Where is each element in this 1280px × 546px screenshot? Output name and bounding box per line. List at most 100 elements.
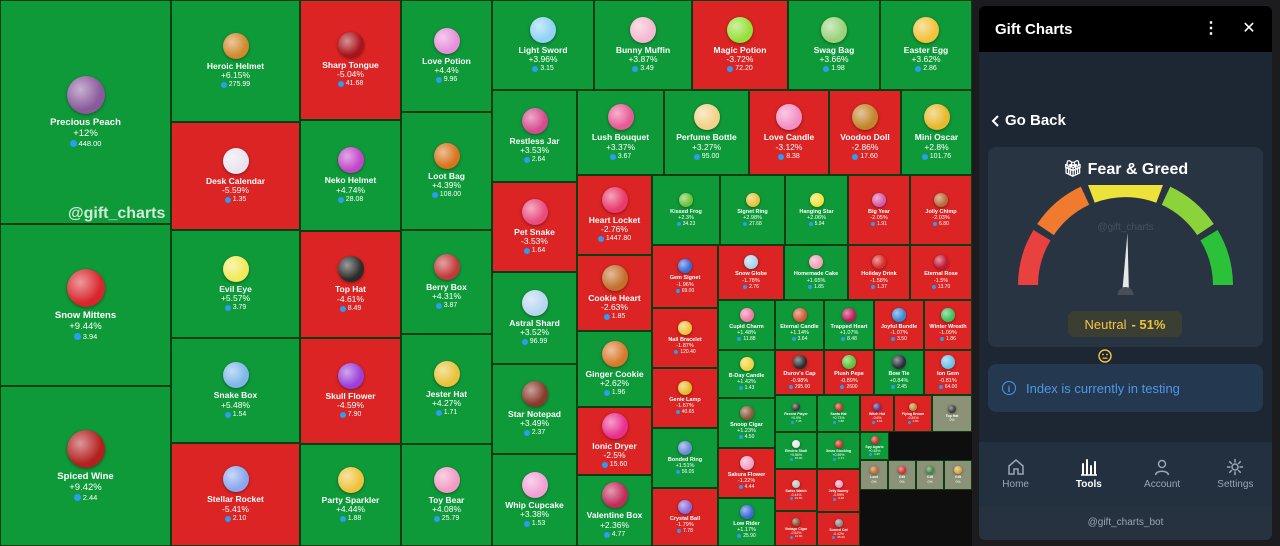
gift-tile-magic-potion[interactable]: Magic Potion -3.72% 72.20 (692, 0, 788, 90)
gift-tile-pet-snake[interactable]: Pet Snake -3.53% 1.64 (492, 182, 577, 272)
gift-change: -5.41% (222, 503, 249, 514)
gift-tile-nail-bracelet[interactable]: Nail Bracelet -1.87% 120.40 (652, 308, 718, 368)
gift-tile-record-player[interactable]: Record Player +0.9% 7.45 (775, 395, 817, 432)
gift-tile-b-day-candle[interactable]: B-Day Candle +1.42% 1.43 (718, 350, 775, 398)
gift-tile-ginger-cookie[interactable]: Ginger Cookie +2.62% 1.96 (577, 331, 652, 407)
gift-tile-party-sparkler[interactable]: Party Sparkler +4.44% 1.88 (300, 444, 401, 546)
close-icon[interactable]: ✕ (1242, 20, 1256, 37)
more-menu-icon[interactable]: ⋮ (1203, 20, 1219, 37)
gift-tile-sharp-tongue[interactable]: Sharp Tongue -5.04% 41.68 (300, 0, 401, 120)
gift-tile-signet-ring[interactable]: Signet Ring +2.98% 27.68 (720, 175, 785, 245)
gift-price: 3.15 (532, 65, 554, 73)
gift-tile-gift[interactable]: Gift 0% (944, 460, 972, 490)
gift-tile-gift[interactable]: Gift 0% (888, 460, 916, 490)
gift-tile-heroic-helmet[interactable]: Heroic Helmet +6.15% 275.99 (171, 0, 300, 122)
gift-tile-sakura-flower[interactable]: Sakura Flower -1.22% 4.44 (718, 448, 775, 498)
gift-tile-eternal-candle[interactable]: Eternal Candle +1.14% 3.64 (775, 300, 824, 350)
gift-tile-spy-agaric[interactable]: Spy Agaric +0.48% 1.97 (860, 432, 889, 460)
gift-tile-santa-hat[interactable]: Santa Hat +0.73% 1.88 (817, 395, 860, 432)
nav-home[interactable]: Home (986, 458, 1046, 490)
gift-tile-restless-jar[interactable]: Restless Jar +3.53% 2.64 (492, 90, 577, 182)
gift-tile-jolly-chimp[interactable]: Jolly Chimp -2.03% 6.80 (910, 175, 972, 245)
nav-account[interactable]: Account (1132, 458, 1192, 490)
gift-tile-homemade-cake[interactable]: Homemade Cake +1.65% 1.85 (784, 245, 848, 300)
gift-price: 40.65 (675, 409, 694, 415)
gift-tile-kissed-frog[interactable]: Kissed Frog +2.3% 34.23 (652, 175, 720, 245)
gift-tile-neko-helmet[interactable]: Neko Helmet +4.74% 28.08 (300, 120, 401, 231)
gift-tile-loot[interactable]: Loot 0% (860, 460, 888, 490)
neutral-face-icon (1098, 349, 1112, 363)
gift-tile-toy-bear[interactable]: Toy Bear +4.08% 25.79 (401, 444, 492, 546)
gift-tile-cookie-heart[interactable]: Cookie Heart -2.63% 1.85 (577, 255, 652, 331)
go-back-button[interactable]: Go Back (991, 112, 1066, 129)
gift-tile-big-year[interactable]: Big Year -2.05% 1.91 (848, 175, 910, 245)
nav-settings[interactable]: Settings (1205, 458, 1265, 490)
gift-price: 64.00 (938, 384, 957, 390)
gift-name: Record Player (784, 412, 808, 417)
gift-tile-joyful-bundle[interactable]: Joyful Bundle -1.07% 3.50 (874, 300, 924, 350)
gift-tile-jester-hat[interactable]: Jester Hat +4.27% 1.71 (401, 334, 492, 444)
gift-tile-bow-tie[interactable]: Bow Tie +0.84% 2.45 (874, 350, 924, 395)
gift-tile-cupid-charm[interactable]: Cupid Charm +1.48% 11.88 (718, 300, 775, 350)
gift-tile-genie-lamp[interactable]: Genie Lamp -1.67% 40.65 (652, 368, 718, 428)
gift-price: 1.43 (738, 385, 754, 391)
gift-tile-ionic-dryer[interactable]: Ionic Dryer -2.5% 15.60 (577, 407, 652, 475)
gift-tile-top-hat[interactable]: Top Hat -4.61% 8.49 (300, 231, 401, 338)
gift-tile-love-potion[interactable]: Love Potion +4.4% 9.96 (401, 0, 492, 112)
gift-tile-snow-mittens[interactable]: Snow Mittens +9.44% 3.94 (0, 224, 171, 386)
gift-tile-loot-bag[interactable]: Loot Bag +4.39% 108.00 (401, 112, 492, 230)
gift-tile-eternal-rose[interactable]: Eternal Rose -1.5% 13.70 (910, 245, 972, 300)
gift-tile-skull-flower[interactable]: Skull Flower -4.59% 7.90 (300, 338, 401, 444)
gift-tile-plush-pepe[interactable]: Plush Pepe -0.89% 2600 (824, 350, 874, 395)
gift-tile-lush-bouquet[interactable]: Lush Bouquet +3.37% 3.67 (577, 90, 664, 175)
gift-tile-hanging-star[interactable]: Hanging Star +2.06% 5.94 (785, 175, 848, 245)
gift-tile-top-hat[interactable]: Top Hat 0% (932, 395, 972, 432)
gift-tile-precious-peach[interactable]: Precious Peach +12% 448.00 (0, 0, 171, 224)
gift-tile-valentine-box[interactable]: Valentine Box +2.36% 4.77 (577, 475, 652, 546)
ton-icon (841, 337, 846, 342)
gift-tile-astral-shard[interactable]: Astral Shard +3.52% 96.99 (492, 272, 577, 364)
gift-tile-low-rider[interactable]: Low Rider +1.17% 25.90 (718, 498, 775, 546)
gift-tile-love-candle[interactable]: Love Candle -3.12% 8.38 (749, 90, 829, 175)
gift-tile-trapped-heart[interactable]: Trapped Heart +1.07% 8.48 (824, 300, 874, 350)
gift-tile-light-sword[interactable]: Light Sword +3.96% 3.15 (492, 0, 594, 90)
gift-tile-xmas-stocking[interactable]: Xmas Stocking +0.59% 1.71 (817, 432, 860, 469)
gift-tile-flying-broom[interactable]: Flying Broom -0.51% 4.86 (894, 395, 932, 432)
gift-tile-electric-skull[interactable]: Electric Skull +0.86% 15.00 (775, 432, 817, 469)
gift-tile-spiced-wine[interactable]: Spiced Wine +9.42% 2.44 (0, 386, 171, 546)
gift-tile-easter-egg[interactable]: Easter Egg +3.62% 2.86 (880, 0, 972, 90)
gift-tile-bunny-muffin[interactable]: Bunny Muffin +3.87% 3.49 (594, 0, 692, 90)
gift-tile-gift[interactable]: Gift 0% (916, 460, 944, 490)
gift-price: 35.00 (832, 535, 845, 540)
gift-tile-evil-eye[interactable]: Evil Eye +5.57% 3.79 (171, 230, 300, 338)
gift-tile-snow-globe[interactable]: Snow Globe -1.78% 2.76 (718, 245, 784, 300)
ton-icon (435, 77, 442, 84)
nav-tools[interactable]: Tools (1059, 458, 1119, 490)
gift-tile-gem-signet[interactable]: Gem Signet -1.96% 69.00 (652, 245, 718, 308)
gift-tile-star-notepad[interactable]: Star Notepad +3.49% 2.37 (492, 364, 577, 454)
bot-footer: @gift_charts_bot (979, 506, 1272, 540)
gift-tile-ion-gem[interactable]: Ion Gem -0.81% 64.00 (924, 350, 972, 395)
gift-tile-winter-wreath[interactable]: Winter Wreath -1.09% 1.86 (924, 300, 972, 350)
gift-tile-perfume-bottle[interactable]: Perfume Bottle +3.27% 95.00 (664, 90, 749, 175)
gift-tile-vintage-cigar[interactable]: Vintage Cigar -0.62% 12.80 (775, 511, 817, 546)
gift-tile-witch-hat[interactable]: Witch Hat -0.6% 2.64 (860, 395, 894, 432)
gift-tile-bonded-ring[interactable]: Bonded Ring +1.51% 56.05 (652, 428, 718, 488)
gift-tile-durov-s-cap[interactable]: Durov's Cap -0.98% 295.00 (775, 350, 824, 395)
gift-tile-jelly-bunny[interactable]: Jelly Bunny -0.59% 3.48 (817, 469, 860, 512)
gift-tile-snake-box[interactable]: Snake Box +5.48% 1.54 (171, 338, 300, 443)
gift-price: 1447.80 (597, 235, 631, 243)
gift-tile-mini-oscar[interactable]: Mini Oscar +2.8% 101.76 (901, 90, 972, 175)
gift-tile-snoop-cigar[interactable]: Snoop Cigar +1.23% 4.50 (718, 398, 775, 448)
gift-tile-heart-locket[interactable]: Heart Locket -2.76% 1447.80 (577, 175, 652, 255)
gift-tile-crystal-ball[interactable]: Crystal Ball -1.79% 7.78 (652, 488, 718, 546)
gift-tile-whip-cupcake[interactable]: Whip Cupcake +3.38% 1.53 (492, 454, 577, 546)
gift-tile-berry-box[interactable]: Berry Box +4.31% 3.87 (401, 230, 492, 334)
gift-tile-desk-calendar[interactable]: Desk Calendar -5.59% 1.35 (171, 122, 300, 230)
gift-tile-swag-bag[interactable]: Swag Bag +3.66% 1.98 (788, 0, 880, 90)
gift-tile-scared-cat[interactable]: Scared Cat -0.42% 35.00 (817, 512, 860, 546)
gift-tile-stellar-rocket[interactable]: Stellar Rocket -5.41% 2.10 (171, 443, 300, 546)
gift-tile-voodoo-doll[interactable]: Voodoo Doll -2.86% 17.60 (829, 90, 901, 175)
gift-tile-holiday-drink[interactable]: Holiday Drink -1.58% 1.37 (848, 245, 910, 300)
gift-tile-swiss-watch[interactable]: Swiss Watch -0.44% 21.80 (775, 469, 817, 511)
